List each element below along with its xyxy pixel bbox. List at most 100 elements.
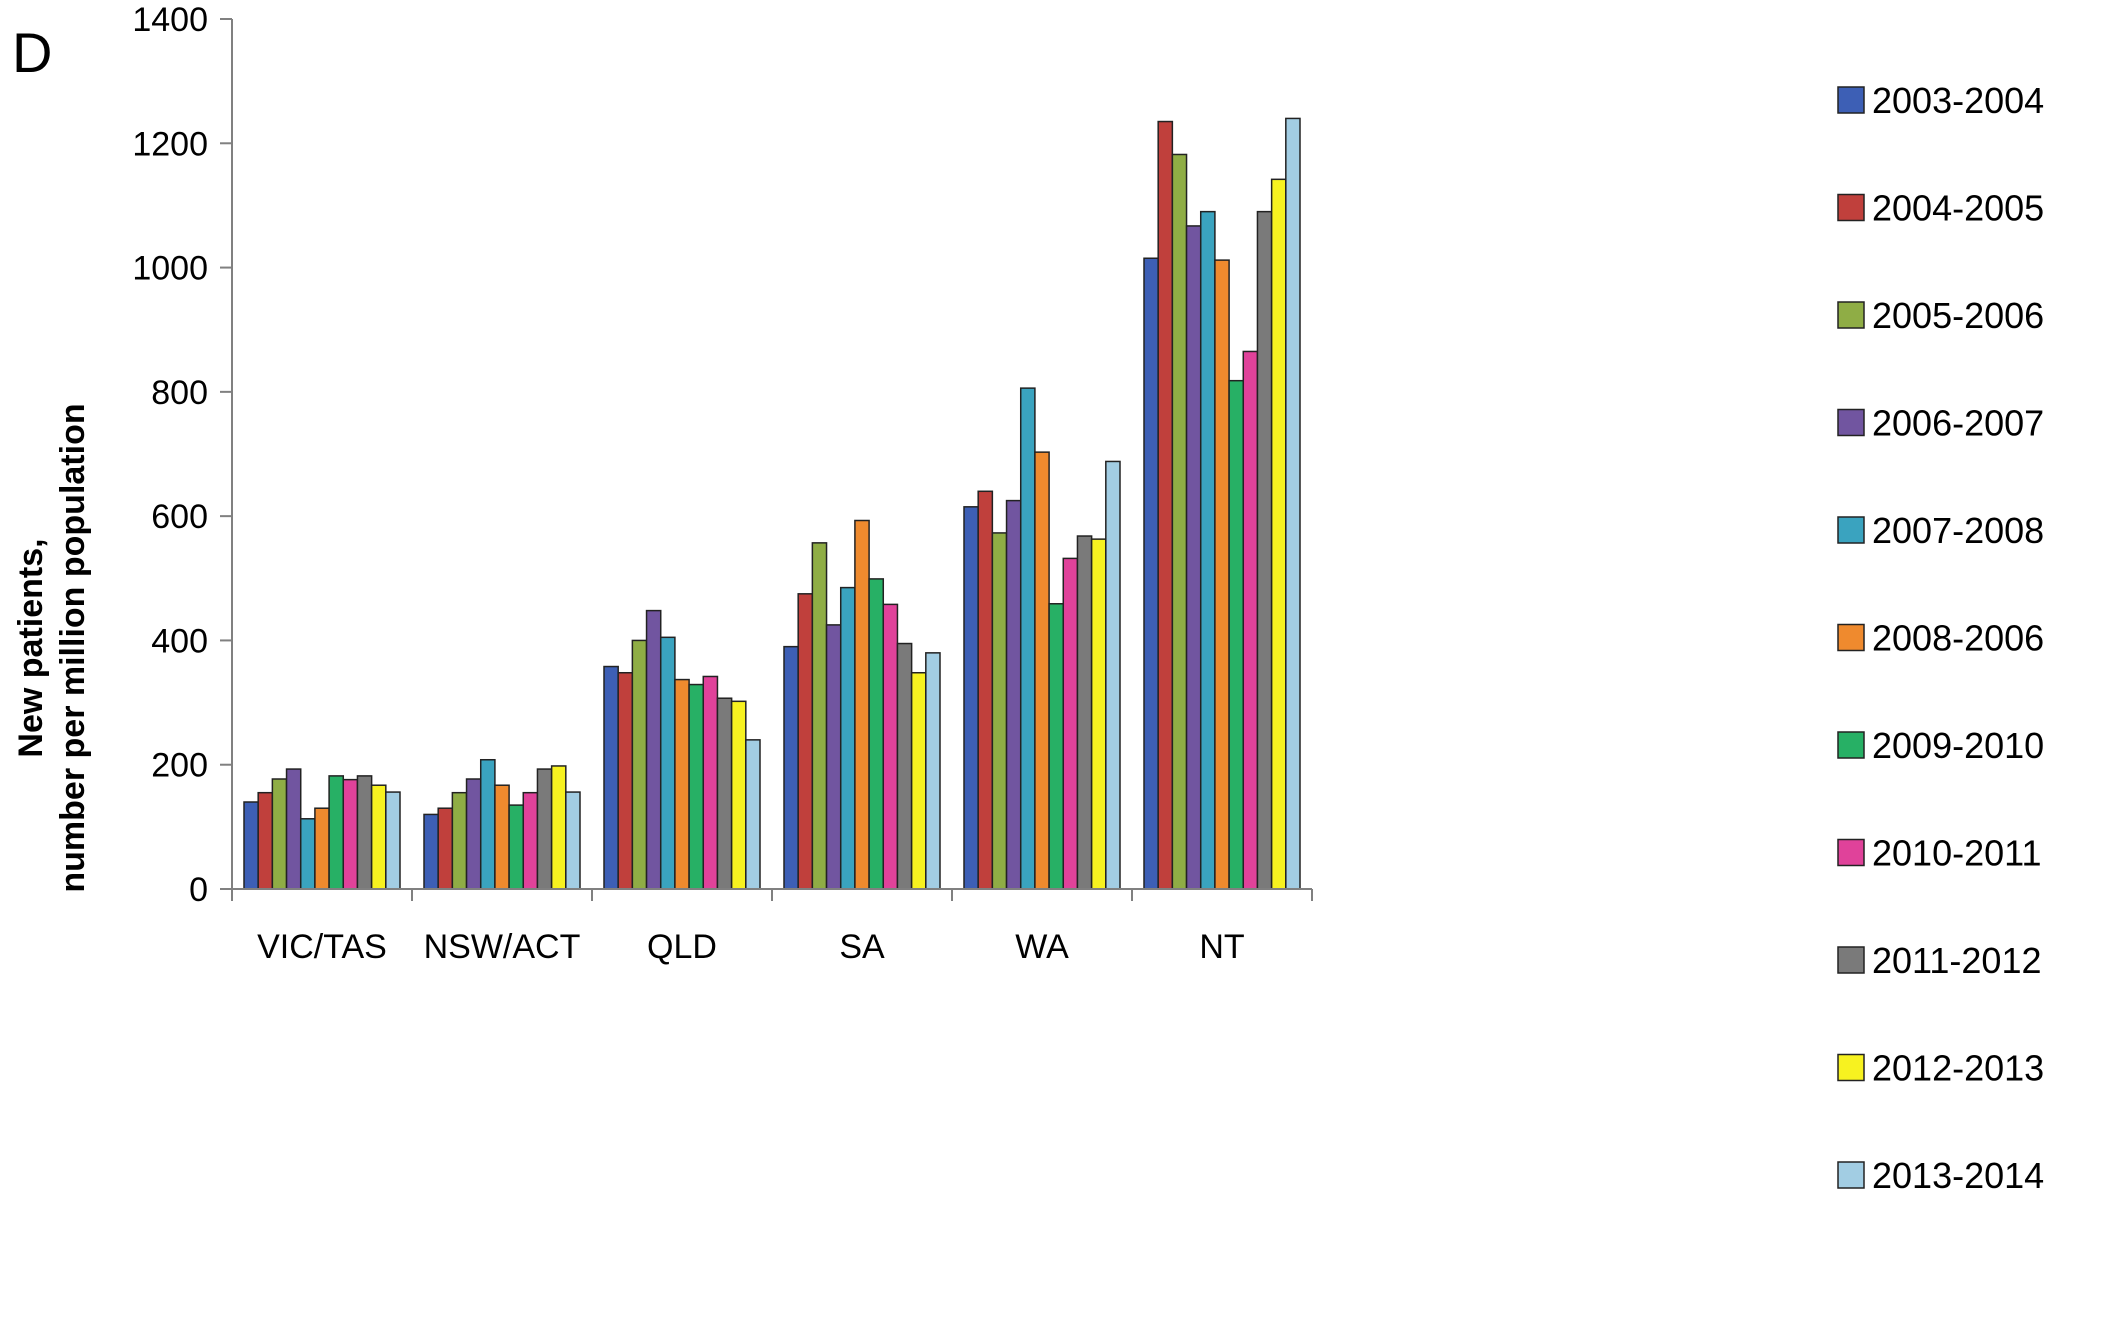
bar-2010-2011-QLD xyxy=(702,675,719,890)
bar-2007-2008-SA xyxy=(839,586,856,890)
bar-2006-2007-SA xyxy=(825,624,842,890)
bar-2011-2012-WA xyxy=(1076,535,1093,890)
legend-label: 2007-2008 xyxy=(1872,510,2044,551)
bar-2005-2006-NSW/ACT xyxy=(451,791,468,890)
bar-2012-2013-NSW/ACT xyxy=(550,765,567,890)
bar-2007-2008-VIC/TAS xyxy=(299,818,316,890)
legend-swatch xyxy=(1837,731,1865,759)
bar-2008-2006-QLD xyxy=(674,678,690,890)
legend-swatch xyxy=(1837,408,1865,437)
y-tick-label: 800 xyxy=(151,374,208,412)
bar-2013-2014-VIC/TAS xyxy=(385,791,401,890)
bar-2011-2012-NT xyxy=(1256,210,1273,890)
bar-2007-2008-QLD xyxy=(659,636,676,890)
bar-2003-2004-NT xyxy=(1143,257,1159,890)
y-tick-label: 1000 xyxy=(132,250,208,288)
bar-2004-2005-NT xyxy=(1157,120,1174,890)
legend-swatch xyxy=(1837,1053,1865,1082)
legend-swatch xyxy=(1837,623,1865,652)
y-tick-label: 1400 xyxy=(132,1,208,39)
bar-2008-2006-VIC/TAS xyxy=(314,807,330,890)
bar-2007-2008-WA xyxy=(1019,387,1036,890)
x-category-label: NSW/ACT xyxy=(424,928,581,966)
bar-2011-2012-SA xyxy=(896,642,913,890)
x-category-label: SA xyxy=(839,928,885,966)
legend-label: 2006-2007 xyxy=(1872,403,2044,444)
bar-2004-2005-VIC/TAS xyxy=(257,791,274,890)
x-category-label: NT xyxy=(1199,928,1244,966)
bar-2003-2004-QLD xyxy=(603,665,619,890)
y-tick-label: 200 xyxy=(151,747,208,785)
bar-2013-2014-SA xyxy=(925,652,941,890)
bar-2003-2004-NSW/ACT xyxy=(423,813,439,890)
bar-2012-2013-VIC/TAS xyxy=(370,784,387,890)
legend-label: 2013-2014 xyxy=(1872,1155,2044,1196)
bar-2006-2007-NSW/ACT xyxy=(465,778,482,890)
bar-2010-2011-VIC/TAS xyxy=(342,778,359,890)
y-axis-label-line-2: number per million population xyxy=(54,403,92,892)
legend-label: 2005-2006 xyxy=(1872,295,2044,336)
bar-2004-2005-NSW/ACT xyxy=(437,807,454,890)
bar-2010-2011-SA xyxy=(882,603,899,890)
bar-2012-2013-QLD xyxy=(730,700,747,890)
bar-2013-2014-NT xyxy=(1285,117,1301,890)
bar-2005-2006-SA xyxy=(811,542,828,890)
legend-label: 2009-2010 xyxy=(1872,725,2044,766)
bar-2009-2010-SA xyxy=(868,578,885,890)
bar-2005-2006-QLD xyxy=(631,639,648,890)
y-tick-label: 1200 xyxy=(132,125,208,163)
legend-swatch xyxy=(1837,301,1865,329)
x-axis-ticks: VIC/TAS NSW/ACT QLD SA WA NT xyxy=(231,889,1313,966)
panel-label: D xyxy=(12,21,52,84)
bar-2013-2014-WA xyxy=(1105,460,1121,890)
bar-2006-2007-VIC/TAS xyxy=(285,768,302,890)
bar-2003-2004-WA xyxy=(963,506,979,890)
y-axis-ticks: 0 200 400 600 800 1000 1200 1400 xyxy=(132,1,232,909)
bar-2007-2008-NSW/ACT xyxy=(479,758,496,890)
bar-2013-2014-NSW/ACT xyxy=(565,791,581,890)
bar-2004-2005-WA xyxy=(977,490,994,890)
y-axis-label-line-1: New patients, xyxy=(12,538,50,757)
legend-label: 2004-2005 xyxy=(1872,188,2044,229)
bar-2012-2013-WA xyxy=(1090,538,1107,890)
bar-2006-2007-WA xyxy=(1005,499,1022,890)
legend-swatch xyxy=(1837,516,1865,544)
bar-2005-2006-WA xyxy=(991,532,1008,890)
bar-2006-2007-QLD xyxy=(645,609,662,890)
y-tick-label: 0 xyxy=(189,871,208,909)
bar-2003-2004-VIC/TAS xyxy=(243,801,259,890)
legend-label: 2012-2013 xyxy=(1872,1048,2044,1089)
bar-2011-2012-VIC/TAS xyxy=(356,775,373,890)
bar-2003-2004-SA xyxy=(783,645,799,890)
legend-swatch xyxy=(1837,1161,1865,1189)
bar-2009-2010-QLD xyxy=(688,683,705,890)
bar-2006-2007-NT xyxy=(1185,225,1202,890)
bar-2008-2006-SA xyxy=(854,519,870,890)
x-category-label: VIC/TAS xyxy=(257,928,387,966)
bar-2010-2011-NT xyxy=(1242,350,1259,890)
bar-2005-2006-VIC/TAS xyxy=(271,778,288,890)
bar-2008-2006-WA xyxy=(1034,451,1050,890)
bar-2009-2010-NSW/ACT xyxy=(508,804,525,890)
bar-2008-2006-NT xyxy=(1214,259,1230,890)
bar-2010-2011-NSW/ACT xyxy=(522,791,539,890)
y-tick-label: 400 xyxy=(151,622,208,660)
bars xyxy=(243,117,1301,890)
legend-label: 2010-2011 xyxy=(1872,833,2042,874)
legend-swatch xyxy=(1837,838,1865,867)
legend-swatch xyxy=(1837,193,1865,222)
bar-2012-2013-SA xyxy=(910,671,927,890)
bar-2005-2006-NT xyxy=(1171,153,1188,890)
bar-2012-2013-NT xyxy=(1270,178,1287,890)
bar-2004-2005-SA xyxy=(797,593,814,890)
legend-label: 2011-2012 xyxy=(1872,940,2042,981)
bar-2013-2014-QLD xyxy=(745,739,761,890)
legend-swatch xyxy=(1837,86,1865,114)
legend-swatch xyxy=(1837,946,1865,974)
legend-label: 2003-2004 xyxy=(1872,80,2044,121)
legend: 2003-2004 2004-2005 2005-2006 2006-2007 2007… xyxy=(1837,80,2044,1196)
legend-label: 2008-2006 xyxy=(1872,618,2044,659)
bar-2007-2008-NT xyxy=(1199,210,1216,890)
bar-2009-2010-WA xyxy=(1048,603,1065,890)
